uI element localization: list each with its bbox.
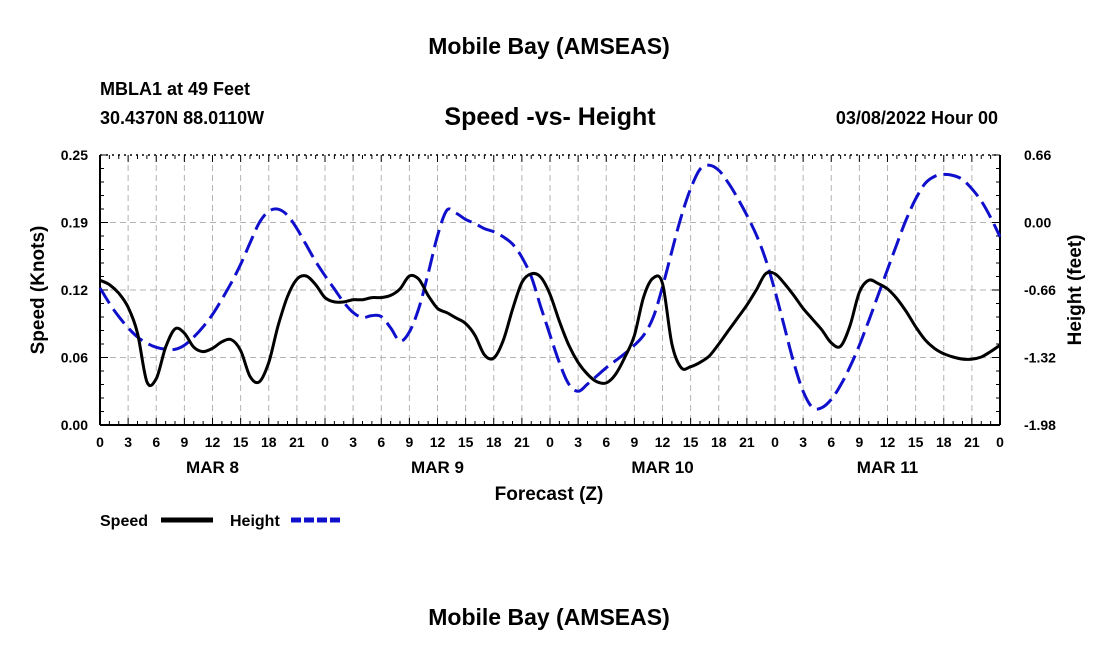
x-tick-label: 18: [486, 434, 502, 450]
x-tick-label: 21: [514, 434, 530, 450]
x-tick-label: 18: [261, 434, 277, 450]
x-day-label: MAR 11: [857, 458, 918, 477]
x-day-label: MAR 8: [186, 458, 239, 477]
x-tick-label: 21: [739, 434, 755, 450]
legend-height-label: Height: [230, 513, 280, 530]
x-tick-label: 3: [124, 434, 132, 450]
x-tick-label: 0: [96, 434, 104, 450]
repeat-page-title: Mobile Bay (AMSEAS): [428, 604, 670, 630]
x-tick-label: 9: [180, 434, 188, 450]
x-day-label: MAR 10: [631, 458, 693, 477]
x-tick-label: 9: [405, 434, 413, 450]
x-tick-label: 0: [321, 434, 329, 450]
x-tick-label: 12: [880, 434, 896, 450]
x-tick-label: 0: [771, 434, 779, 450]
x-tick-label: 3: [799, 434, 807, 450]
x-tick-label: 0: [996, 434, 1004, 450]
x-tick-label: 15: [458, 434, 474, 450]
y-tick-label-right: 0.00: [1024, 215, 1051, 231]
x-tick-label: 0: [546, 434, 554, 450]
y-tick-label-right: 0.66: [1024, 147, 1051, 163]
x-tick-label: 9: [855, 434, 863, 450]
y-tick-label-right: -1.98: [1024, 417, 1056, 433]
y-axis-left-title: Speed (Knots): [28, 226, 49, 355]
axis-ticks: 0 3 6 9 12 15 18 21 0 3 6 9 12 15 18 21 0 3 6 9 12 15 18 21 0 3 6 9…: [61, 147, 1056, 477]
x-tick-label: 21: [964, 434, 980, 450]
y-tick-label-right: -1.32: [1024, 350, 1056, 366]
plot-title: Speed -vs- Height: [444, 103, 656, 131]
y-tick-label-left: 0.25: [61, 147, 88, 163]
x-tick-label: 6: [827, 434, 835, 450]
x-tick-label: 6: [152, 434, 160, 450]
coordinates-label: 30.4370N 88.0110W: [100, 108, 264, 128]
x-tick-label: 6: [602, 434, 610, 450]
series-line-speed: [99, 270, 1001, 388]
x-tick-label: 15: [683, 434, 699, 450]
forecast-date-label: 03/08/2022 Hour 00: [836, 108, 998, 128]
x-tick-label: 18: [711, 434, 727, 450]
y-tick-label-left: 0.19: [61, 215, 88, 231]
x-tick-label: 3: [349, 434, 357, 450]
station-label: MBLA1 at 49 Feet: [100, 79, 250, 99]
x-tick-label: 3: [574, 434, 582, 450]
x-day-label: MAR 9: [411, 458, 464, 477]
x-tick-label: 15: [908, 434, 924, 450]
series-lines: [98, 163, 1002, 411]
x-tick-label: 18: [936, 434, 952, 450]
x-axis-title: Forecast (Z): [495, 484, 604, 505]
legend: Speed Height: [100, 513, 343, 530]
x-tick-label: 21: [289, 434, 305, 450]
y-axis-right-title: Height (feet): [1065, 235, 1086, 346]
x-tick-label: 12: [430, 434, 446, 450]
x-tick-label: 12: [205, 434, 221, 450]
legend-speed-label: Speed: [100, 513, 148, 530]
y-tick-label-right: -0.66: [1024, 282, 1056, 298]
x-tick-label: 12: [655, 434, 671, 450]
x-tick-label: 9: [630, 434, 638, 450]
page-title: Mobile Bay (AMSEAS): [428, 33, 670, 59]
x-tick-label: 6: [377, 434, 385, 450]
plot-grid: [100, 155, 1000, 425]
series-line-height: [98, 163, 1002, 411]
y-tick-label-left: 0.00: [61, 417, 88, 433]
y-tick-label-left: 0.06: [61, 350, 88, 366]
y-tick-label-left: 0.12: [61, 282, 88, 298]
x-tick-label: 15: [233, 434, 249, 450]
